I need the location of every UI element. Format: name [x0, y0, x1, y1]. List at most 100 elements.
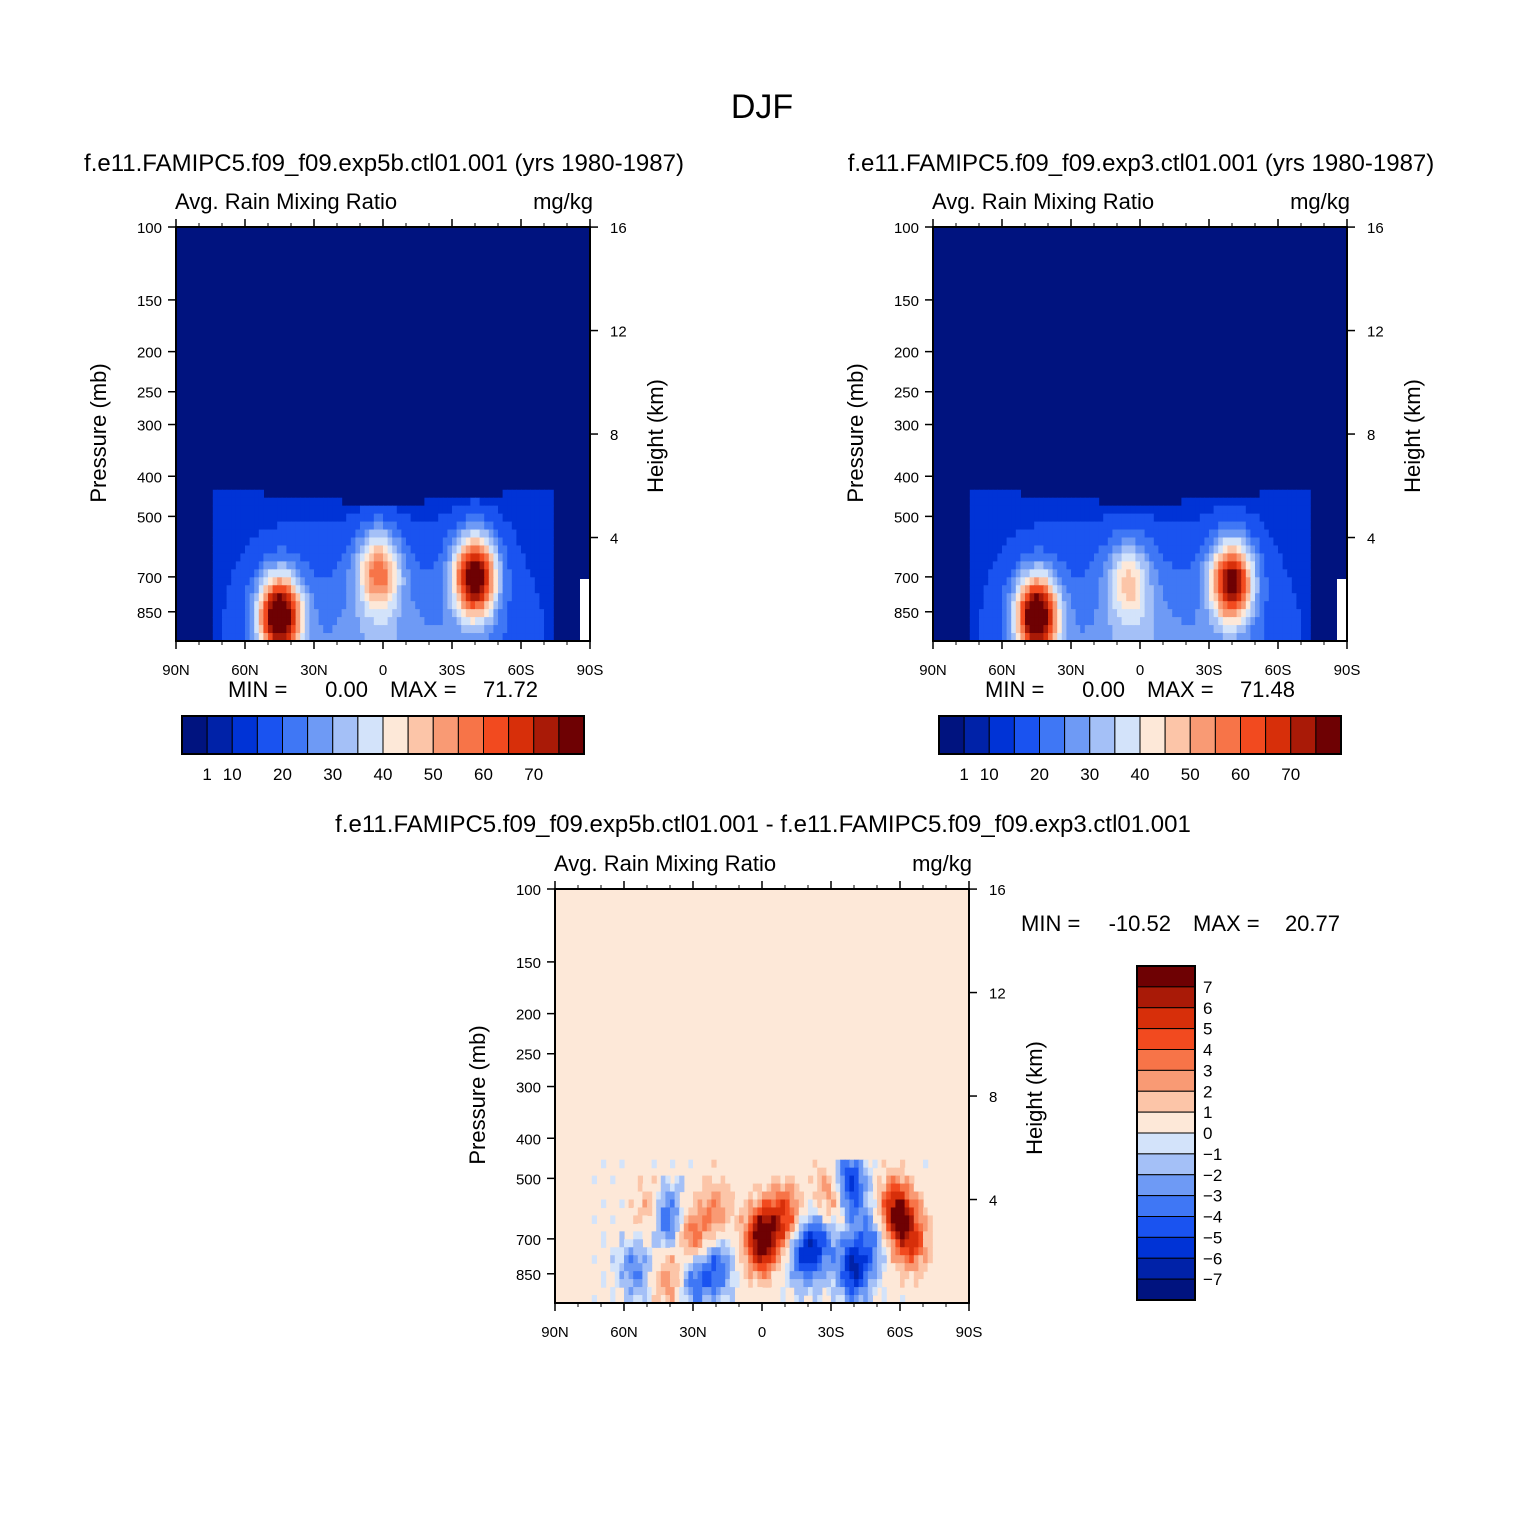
field-cell: [1278, 521, 1284, 531]
field-cell: [706, 1223, 712, 1232]
field-cell: [332, 513, 338, 523]
field-cell: [548, 545, 554, 555]
field-cell: [702, 1191, 708, 1201]
field-cell: [1066, 545, 1072, 555]
field-cell: [1195, 545, 1201, 555]
panel-top-right: f.e11.FAMIPC5.f09_f09.exp3.ctl01.001 (yr…: [843, 150, 1434, 784]
colorbar-label: −4: [1203, 1208, 1222, 1227]
field-cell: [831, 1255, 837, 1264]
field-cell: [1273, 609, 1279, 618]
field-cell: [1117, 553, 1123, 562]
field-cell: [757, 1183, 763, 1193]
field-cell: [525, 545, 531, 555]
field-cell: [1140, 505, 1146, 515]
field-cell: [1025, 553, 1031, 562]
field-cell: [456, 529, 462, 539]
colorbar-label: 7: [1203, 978, 1212, 997]
colorbar-label: 60: [474, 765, 493, 784]
field-cell: [1291, 529, 1297, 539]
field-cell: [1236, 529, 1242, 539]
field-cell: [913, 1255, 919, 1264]
field-cell: [268, 521, 274, 531]
field-cell: [1278, 585, 1284, 594]
field-cell: [1250, 497, 1256, 507]
field-cell: [465, 545, 471, 555]
field-cell: [1301, 561, 1307, 570]
field-cell: [539, 497, 545, 507]
field-cell: [762, 1215, 768, 1224]
field-cell: [1130, 561, 1136, 570]
field-cell: [300, 513, 306, 523]
field-cell: [323, 513, 329, 523]
field-cell: [1103, 521, 1109, 531]
field-cell: [1245, 529, 1251, 539]
field-cell: [1190, 561, 1196, 570]
field-cell: [1296, 553, 1302, 562]
field-cell: [291, 529, 297, 539]
field-cell: [1140, 537, 1146, 547]
field-cell: [1020, 529, 1026, 539]
field-cell: [1227, 545, 1233, 555]
field-cell: [1094, 569, 1100, 578]
field-cell: [1296, 633, 1302, 642]
field-cell: [688, 1295, 694, 1304]
field-cell: [1020, 553, 1026, 562]
field-cell: [231, 585, 237, 594]
max-label: MAX =: [390, 677, 457, 702]
field-cell: [534, 521, 540, 531]
colorbar-swatch: [256, 715, 283, 755]
field-cell: [281, 529, 287, 539]
field-cell: [383, 601, 389, 610]
field-cell: [534, 545, 540, 555]
field-cell: [327, 625, 333, 634]
field-cell: [534, 601, 540, 610]
field-cell: [979, 569, 985, 578]
field-cell: [969, 569, 975, 578]
field-cell: [502, 521, 508, 531]
field-cell: [548, 577, 554, 586]
field-cell: [1006, 537, 1012, 547]
field-cell: [913, 1279, 919, 1288]
field-cell: [488, 617, 494, 626]
field-cell: [969, 505, 975, 515]
field-cell: [789, 1247, 795, 1256]
field-cell: [670, 1271, 676, 1280]
field-cell: [1158, 569, 1164, 578]
field-cell: [1117, 521, 1123, 531]
field-cell: [465, 537, 471, 547]
field-cell: [222, 561, 228, 570]
field-cell: [1153, 633, 1159, 642]
field-cell: [212, 593, 218, 602]
field-cell: [410, 505, 416, 515]
field-cell: [222, 521, 228, 531]
field-cell: [1084, 553, 1090, 562]
field-cell: [1172, 585, 1178, 594]
field-cell: [235, 617, 241, 626]
field-cell: [1296, 593, 1302, 602]
field-cell: [1296, 625, 1302, 634]
field-cell: [419, 561, 425, 570]
field-cell: [752, 1223, 758, 1232]
field-cell: [1227, 609, 1233, 618]
field-cell: [350, 513, 356, 523]
field-cell: [890, 1191, 896, 1201]
field-cell: [808, 1247, 814, 1256]
field-cell: [1190, 529, 1196, 539]
field-cell: [447, 609, 453, 618]
field-cell: [318, 569, 324, 578]
field-cell: [771, 1247, 777, 1256]
field-cell: [1020, 545, 1026, 555]
field-cell: [974, 569, 980, 578]
field-cell: [254, 625, 260, 634]
field-cell: [442, 505, 448, 515]
colorbar-swatch: [181, 715, 208, 755]
field-cell: [886, 1207, 892, 1217]
field-cell: [277, 609, 283, 618]
field-cell: [969, 625, 975, 634]
field-cell: [909, 1175, 915, 1185]
field-cell: [872, 1271, 878, 1280]
field-cell: [1140, 553, 1146, 562]
field-cell: [1020, 593, 1026, 602]
field-cell: [249, 617, 255, 626]
field-cell: [1153, 569, 1159, 578]
